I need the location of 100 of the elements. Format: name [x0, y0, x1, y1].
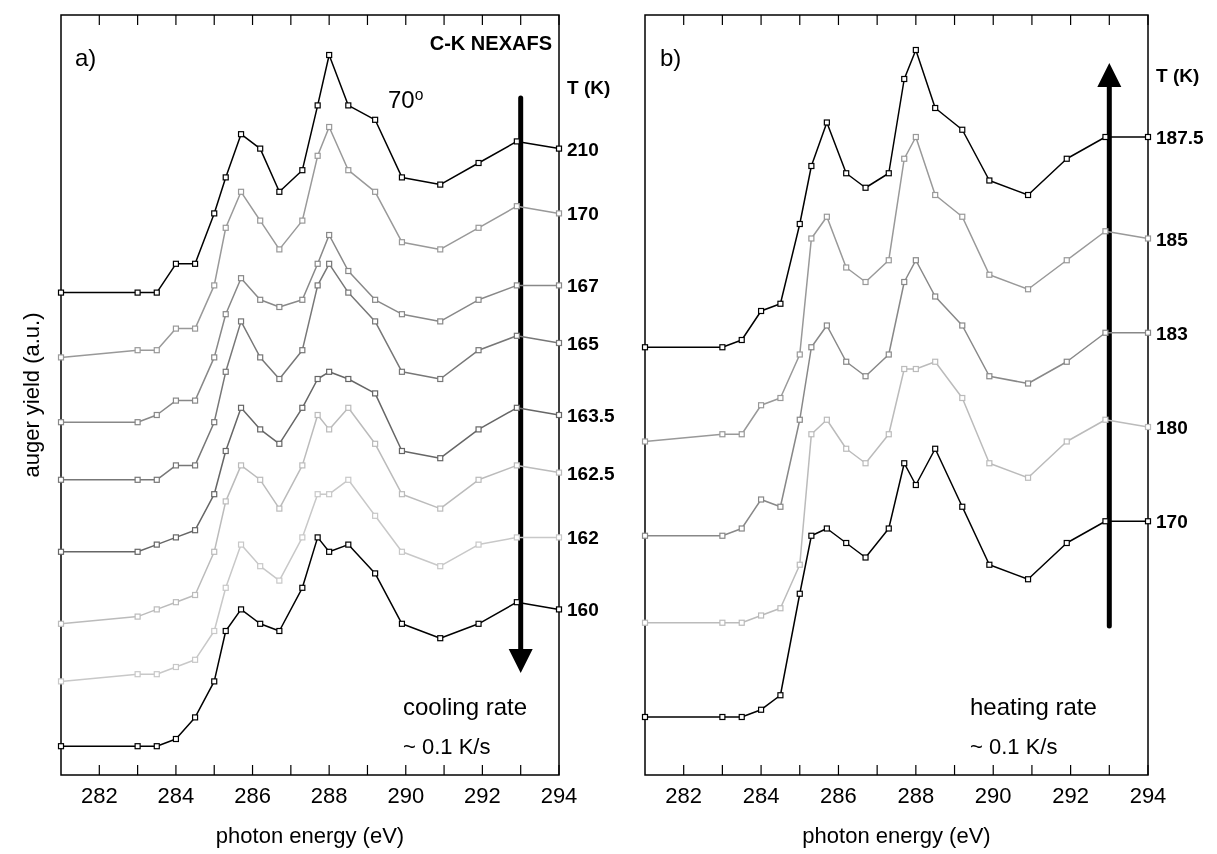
point [134, 476, 141, 483]
point [932, 293, 939, 300]
legend-title: T (K) [567, 76, 611, 98]
point [808, 431, 815, 438]
x-tick-label: 282 [80, 783, 118, 808]
point [862, 554, 869, 561]
point [555, 606, 563, 613]
point [885, 431, 892, 438]
point [823, 119, 830, 126]
point [237, 541, 245, 548]
point [1102, 228, 1109, 235]
point [398, 447, 406, 455]
point [1024, 286, 1032, 293]
point [276, 246, 283, 253]
point [901, 278, 908, 286]
series-label: 163.5 [567, 405, 615, 426]
point [372, 440, 379, 447]
point [808, 235, 815, 242]
point [153, 671, 160, 678]
point [211, 678, 218, 685]
point [757, 402, 765, 409]
point [237, 188, 245, 195]
point [738, 713, 745, 721]
point [57, 476, 65, 483]
point [398, 491, 406, 498]
point [885, 257, 892, 264]
point [345, 476, 352, 483]
annotation: 70$^{o}$ [388, 85, 424, 113]
point [757, 307, 765, 315]
point [959, 213, 966, 220]
point [372, 570, 379, 577]
point [901, 75, 908, 83]
point [134, 671, 141, 678]
point [276, 303, 283, 311]
annotation: ~ 0.1 K/s [403, 734, 491, 759]
point [134, 613, 141, 620]
point [153, 606, 160, 613]
point [191, 397, 199, 404]
series-label: 185 [1156, 228, 1189, 250]
point [314, 411, 321, 419]
point [757, 496, 765, 503]
point [191, 260, 199, 267]
point [372, 390, 379, 397]
point [398, 174, 406, 181]
point [823, 416, 830, 423]
point [912, 481, 919, 489]
point [237, 606, 245, 613]
point [777, 394, 784, 402]
point [555, 339, 563, 347]
point [326, 426, 333, 433]
point [398, 620, 406, 627]
x-tick-label: 286 [234, 783, 271, 808]
point [153, 541, 160, 548]
point [641, 619, 649, 626]
point [345, 404, 352, 411]
point [796, 351, 803, 358]
point [299, 347, 306, 354]
point [1024, 191, 1032, 199]
point [719, 619, 726, 626]
x-axis-title: photon energy (eV) [802, 823, 991, 848]
point [475, 620, 482, 627]
point [326, 368, 333, 375]
point [475, 476, 482, 483]
point [326, 548, 333, 555]
point [1144, 518, 1152, 525]
series-label: 170 [1156, 511, 1188, 533]
series-label: 187.5 [1156, 127, 1204, 148]
point [172, 534, 180, 541]
point [153, 476, 160, 483]
point [843, 539, 850, 547]
point [719, 713, 726, 721]
point [1063, 155, 1070, 162]
point [777, 605, 784, 612]
point [172, 397, 180, 404]
point [796, 416, 803, 423]
series-label: 210 [567, 138, 599, 160]
point [57, 743, 65, 750]
point [912, 133, 919, 141]
point [932, 445, 939, 452]
point [222, 584, 229, 591]
point [153, 289, 160, 296]
point [719, 431, 726, 438]
point [398, 311, 406, 318]
point [299, 404, 306, 411]
point [843, 170, 850, 177]
point [191, 462, 199, 469]
point [153, 411, 160, 419]
x-tick-label: 294 [540, 783, 578, 808]
point [738, 619, 745, 626]
point [191, 325, 199, 332]
series-label: 160 [567, 599, 599, 621]
point [345, 375, 352, 383]
point [777, 692, 784, 699]
point [134, 289, 141, 296]
point [475, 224, 482, 231]
point [437, 563, 444, 570]
annotation: heating rate [970, 693, 1097, 720]
point [513, 138, 520, 145]
point [172, 663, 180, 671]
point [314, 375, 321, 383]
